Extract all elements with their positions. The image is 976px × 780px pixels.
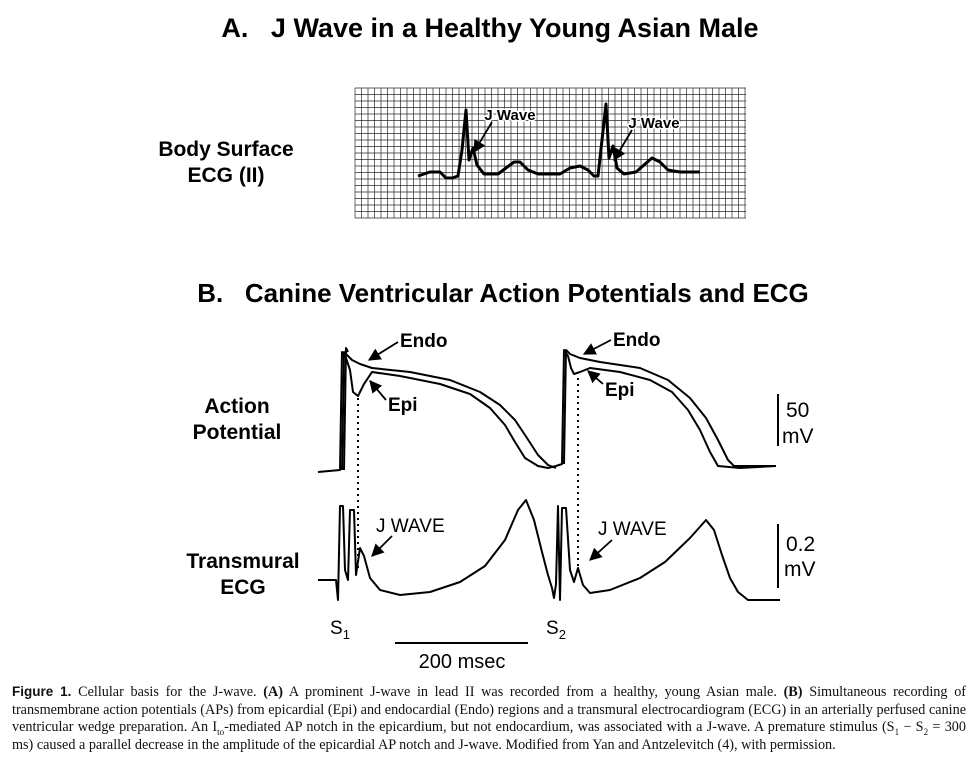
ap-endo-trace-1: [341, 351, 557, 471]
panel-a-title: A. J Wave in a Healthy Young Asian Male: [221, 13, 758, 43]
caption-s2-sub: 2: [923, 727, 929, 738]
caption-text-4: -mediated AP notch in the epicardium, bu…: [224, 719, 895, 736]
ap-epi-trace-1: [317, 351, 557, 473]
jwave-arrow-b1: [371, 535, 393, 557]
figure: A. J Wave in a Healthy Young Asian Male …: [158, 13, 816, 673]
caption-text-5: − S: [899, 719, 924, 736]
epi-arrow-1: [369, 380, 387, 401]
panel-a-ecg-label-line2: ECG (II): [188, 164, 265, 187]
epi-label-1: Epi: [388, 395, 418, 416]
ap-scale-unit: mV: [782, 425, 814, 448]
time-scale-label: 200 msec: [419, 651, 506, 673]
ap-endo-trace-2: [563, 349, 776, 467]
caption-text-3: Simultaneous recording of transmembrane …: [12, 684, 967, 736]
ap-scale-value: 50: [786, 399, 809, 422]
endo-arrow-2: [582, 339, 612, 355]
caption-label: Figure 1.: [12, 684, 72, 699]
caption-text-1: Cellular basis for the J-wave.: [71, 684, 264, 700]
jwave-label-b2: J WAVE: [598, 519, 667, 540]
ap-stim-1: [343, 347, 349, 471]
endo-arrow-1: [367, 341, 399, 361]
jwave-label-a1: J Wave: [484, 107, 535, 124]
action-potential-traces: [317, 347, 777, 473]
panel-b-title: B. Canine Ventricular Action Potentials …: [197, 278, 809, 308]
panel-a-ecg-label-line1: Body Surface: [158, 138, 293, 161]
jwave-arrow-b2: [589, 539, 613, 561]
body-surface-ecg-trace: [417, 102, 700, 180]
caption-ito-sub: to: [217, 727, 225, 738]
transmural-ecg-label-line1: Transmural: [186, 550, 299, 573]
s2-label: S2: [546, 618, 566, 642]
ecg-scale-unit: mV: [784, 558, 816, 581]
caption-b-label: (B): [783, 684, 803, 700]
ecg-grid-paper: [354, 87, 746, 219]
caption-a-label: (A): [263, 684, 283, 700]
caption-text-2: A prominent J-wave in lead II was record…: [282, 684, 784, 700]
ap-label-line1: Action: [204, 395, 269, 418]
endo-label-2: Endo: [613, 330, 661, 351]
transmural-ecg-trace: [318, 499, 780, 601]
ap-label-line2: Potential: [193, 421, 282, 444]
jwave-label-a2: J Wave: [628, 115, 679, 132]
ap-epi-trace-2: [555, 349, 777, 469]
transmural-ecg-label-line2: ECG: [220, 576, 266, 599]
caption-s1-sub: 1: [894, 727, 900, 738]
endo-label-1: Endo: [400, 331, 448, 352]
epi-label-2: Epi: [605, 380, 635, 401]
jwave-arrow-a1: [473, 121, 493, 154]
jwave-arrow-a2: [613, 129, 633, 162]
figure-caption: Figure 1. Cellular basis for the J-wave.…: [12, 683, 966, 754]
epi-arrow-2: [587, 370, 604, 385]
s1-label: S1: [330, 618, 350, 642]
jwave-label-b1: J WAVE: [376, 516, 445, 537]
caption-text-6: = 300 ms) caused a parallel decrease in …: [12, 719, 966, 753]
ecg-scale-value: 0.2: [786, 533, 815, 556]
